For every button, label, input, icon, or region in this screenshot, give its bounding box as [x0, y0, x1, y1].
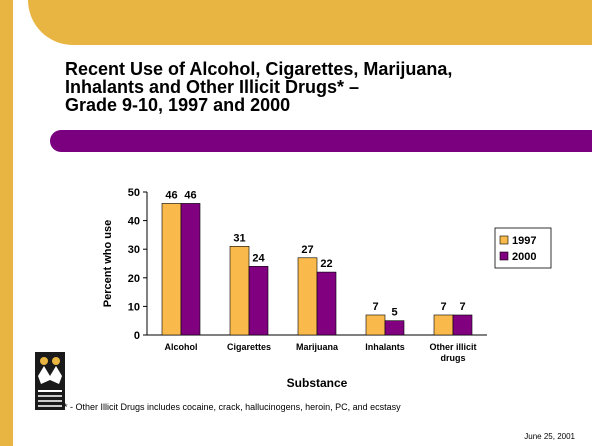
- y-tick-label: 10: [128, 301, 140, 313]
- bar-2000: [452, 314, 473, 336]
- bar-2000: [384, 320, 405, 336]
- bar-value-label: 22: [320, 258, 332, 270]
- left-accent-bar: [0, 0, 13, 446]
- bar-1997: [297, 257, 318, 336]
- left-margin: [13, 0, 28, 446]
- y-tick-label: 20: [128, 273, 140, 285]
- legend-swatch-1997: [499, 235, 509, 245]
- organization-logo: [35, 352, 65, 410]
- bar-2000: [248, 266, 269, 336]
- bar-2000: [180, 203, 201, 336]
- bar-chart: 0 10 20 30 40 50 Percent who use 46 46 Alcohol 31 2…: [102, 187, 552, 390]
- legend-label: 1997: [512, 235, 536, 247]
- bar-value-label: 24: [252, 252, 265, 264]
- bar-value-label: 31: [233, 232, 245, 244]
- bar-2000: [316, 271, 337, 336]
- bar-value-label: 46: [165, 189, 177, 201]
- bar-value-label: 46: [184, 189, 196, 201]
- bar-value-label: 7: [459, 301, 465, 313]
- x-tick-label: drugs: [440, 353, 465, 363]
- y-tick-label: 40: [128, 216, 140, 228]
- x-tick-label: Marijuana: [296, 342, 339, 352]
- slide-title: Recent Use of Alcohol, Cigarettes, Marij…: [65, 60, 565, 114]
- y-tick-label: 30: [128, 244, 140, 256]
- title-line: Grade 9-10, 1997 and 2000: [65, 95, 291, 115]
- bar-value-label: 7: [440, 301, 446, 313]
- y-axis-title: Percent who use: [102, 220, 114, 307]
- bar-value-label: 7: [372, 301, 378, 313]
- title-line: Recent Use of Alcohol, Cigarettes, Marij…: [65, 59, 453, 79]
- x-tick-label: Other illicit: [429, 342, 476, 352]
- x-tick-label: Cigarettes: [227, 342, 271, 352]
- title-line: Inhalants and Other Illicit Drugs* –: [65, 77, 360, 97]
- y-tick-label: 0: [134, 330, 140, 342]
- bar-1997: [161, 203, 182, 336]
- slide-date: June 25, 2001: [524, 432, 575, 441]
- legend-swatch-2000: [499, 251, 509, 261]
- x-tick-label: Alcohol: [165, 342, 198, 352]
- legend-label: 2000: [512, 251, 536, 263]
- x-axis-title: Substance: [287, 376, 348, 390]
- title-divider-bar: [50, 130, 592, 152]
- y-tick-label: 50: [128, 187, 140, 199]
- legend-box: [494, 227, 552, 269]
- bar-value-label: 5: [391, 307, 397, 319]
- bar-1997: [433, 314, 454, 336]
- bar-1997: [229, 246, 250, 336]
- top-accent-swoosh: [28, 0, 592, 45]
- bar-1997: [365, 314, 386, 336]
- bar-value-label: 27: [301, 244, 313, 256]
- footnote: * - Other Illicit Drugs includes cocaine…: [64, 402, 401, 412]
- x-tick-label: Inhalants: [365, 342, 405, 352]
